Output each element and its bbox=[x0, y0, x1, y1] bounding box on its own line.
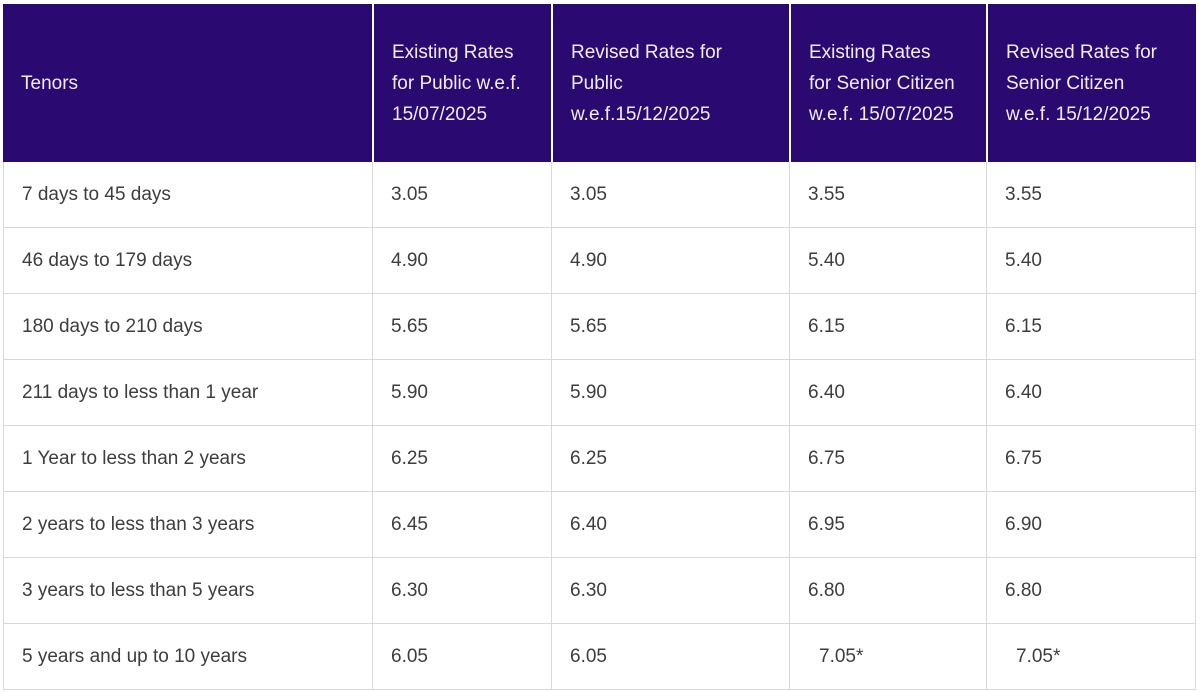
tenor-cell: 5 years and up to 10 years bbox=[3, 624, 372, 690]
rate-cell: 6.75 bbox=[789, 426, 986, 492]
table-row: 7 days to 45 days 3.05 3.05 3.55 3.55 bbox=[3, 162, 1196, 228]
tenor-cell: 2 years to less than 3 years bbox=[3, 492, 372, 558]
col-header-existing-public: Existing Rates for Public w.e.f. 15/07/2… bbox=[372, 4, 551, 162]
rate-cell: 6.05 bbox=[551, 624, 789, 690]
table-header: Tenors Existing Rates for Public w.e.f. … bbox=[3, 4, 1196, 162]
rate-cell: 6.45 bbox=[372, 492, 551, 558]
col-header-revised-public: Revised Rates for Public w.e.f.15/12/202… bbox=[551, 4, 789, 162]
tenor-cell: 211 days to less than 1 year bbox=[3, 360, 372, 426]
rate-cell: 6.80 bbox=[986, 558, 1196, 624]
rate-cell: 6.05 bbox=[372, 624, 551, 690]
table-row: 3 years to less than 5 years 6.30 6.30 6… bbox=[3, 558, 1196, 624]
rate-cell: 4.90 bbox=[372, 228, 551, 294]
rate-cell: 6.90 bbox=[986, 492, 1196, 558]
rate-cell: 6.40 bbox=[789, 360, 986, 426]
table-row: 5 years and up to 10 years 6.05 6.05 7.0… bbox=[3, 624, 1196, 690]
rate-cell: 3.05 bbox=[551, 162, 789, 228]
rate-cell: 6.15 bbox=[986, 294, 1196, 360]
rate-cell: 3.05 bbox=[372, 162, 551, 228]
rate-cell: 7.05* bbox=[789, 624, 986, 690]
table-row: 46 days to 179 days 4.90 4.90 5.40 5.40 bbox=[3, 228, 1196, 294]
tenor-cell: 7 days to 45 days bbox=[3, 162, 372, 228]
rate-cell: 6.40 bbox=[986, 360, 1196, 426]
rate-cell: 4.90 bbox=[551, 228, 789, 294]
rate-cell: 5.90 bbox=[372, 360, 551, 426]
rate-cell: 6.40 bbox=[551, 492, 789, 558]
rate-cell: 6.95 bbox=[789, 492, 986, 558]
deposit-rates-table: Tenors Existing Rates for Public w.e.f. … bbox=[3, 4, 1196, 690]
header-row: Tenors Existing Rates for Public w.e.f. … bbox=[3, 4, 1196, 162]
rate-cell: 6.75 bbox=[986, 426, 1196, 492]
col-header-tenors: Tenors bbox=[3, 4, 372, 162]
table-row: 2 years to less than 3 years 6.45 6.40 6… bbox=[3, 492, 1196, 558]
table-row: 1 Year to less than 2 years 6.25 6.25 6.… bbox=[3, 426, 1196, 492]
rate-cell: 3.55 bbox=[789, 162, 986, 228]
rate-cell: 6.30 bbox=[551, 558, 789, 624]
table-row: 180 days to 210 days 5.65 5.65 6.15 6.15 bbox=[3, 294, 1196, 360]
rate-cell: 7.05* bbox=[986, 624, 1196, 690]
tenor-cell: 46 days to 179 days bbox=[3, 228, 372, 294]
rate-cell: 5.40 bbox=[986, 228, 1196, 294]
table-body: 7 days to 45 days 3.05 3.05 3.55 3.55 46… bbox=[3, 162, 1196, 690]
tenor-cell: 3 years to less than 5 years bbox=[3, 558, 372, 624]
rate-cell: 5.40 bbox=[789, 228, 986, 294]
rate-cell: 6.80 bbox=[789, 558, 986, 624]
rate-cell: 3.55 bbox=[986, 162, 1196, 228]
rate-cell: 5.65 bbox=[372, 294, 551, 360]
tenor-cell: 180 days to 210 days bbox=[3, 294, 372, 360]
tenor-cell: 1 Year to less than 2 years bbox=[3, 426, 372, 492]
col-header-revised-senior: Revised Rates for Senior Citizen w.e.f. … bbox=[986, 4, 1196, 162]
col-header-existing-senior: Existing Rates for Senior Citizen w.e.f.… bbox=[789, 4, 986, 162]
table-row: 211 days to less than 1 year 5.90 5.90 6… bbox=[3, 360, 1196, 426]
rate-cell: 6.15 bbox=[789, 294, 986, 360]
rate-cell: 6.30 bbox=[372, 558, 551, 624]
rate-cell: 5.90 bbox=[551, 360, 789, 426]
rate-cell: 5.65 bbox=[551, 294, 789, 360]
rate-cell: 6.25 bbox=[551, 426, 789, 492]
rate-cell: 6.25 bbox=[372, 426, 551, 492]
